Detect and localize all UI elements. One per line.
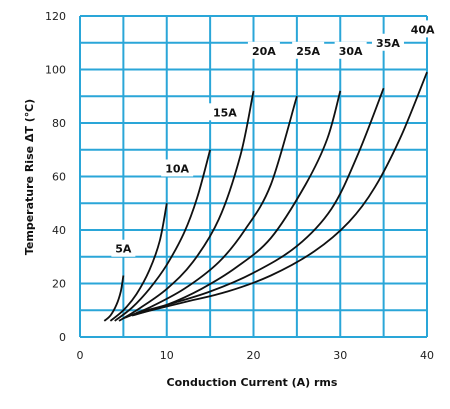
curve-35a bbox=[136, 87, 385, 314]
curve-labels: 5A 10A 15A 20A 25A 30A 35A 40A bbox=[111, 20, 439, 257]
curve-label-background bbox=[292, 41, 325, 59]
curve-label-40a: 40A bbox=[411, 23, 435, 36]
curve-label-background bbox=[111, 239, 136, 257]
y-tick-label: 80 bbox=[52, 117, 66, 130]
y-tick-label: 0 bbox=[59, 331, 66, 344]
y-tick-label: 100 bbox=[45, 64, 66, 77]
curve-40a bbox=[140, 71, 428, 314]
curve-label-25a: 25A bbox=[296, 45, 320, 58]
curve-label-20a: 20A bbox=[252, 45, 276, 58]
curve-25a bbox=[123, 96, 298, 320]
curve-10a bbox=[109, 203, 168, 322]
x-tick-label: 40 bbox=[420, 349, 434, 362]
curve-15a bbox=[114, 149, 211, 322]
x-tick-label: 0 bbox=[77, 349, 84, 362]
y-axis-ticks: 0 20 40 60 80 100 120 bbox=[45, 10, 66, 344]
x-axis-ticks: 0 10 20 30 40 bbox=[77, 349, 435, 362]
x-axis-label: Conduction Current (A) rms bbox=[167, 376, 338, 389]
y-tick-label: 60 bbox=[52, 171, 66, 184]
curve-label-background bbox=[208, 103, 241, 121]
curve-label-background bbox=[334, 41, 367, 59]
curve-20a bbox=[118, 90, 255, 322]
curve-5a bbox=[103, 275, 125, 322]
x-tick-label: 20 bbox=[247, 349, 261, 362]
y-axis-label: Temperature Rise ΔT (℃) bbox=[23, 99, 36, 255]
curve-label-background bbox=[406, 20, 439, 38]
y-tick-label: 40 bbox=[52, 224, 66, 237]
curve-label-background bbox=[371, 33, 404, 51]
curve-label-30a: 30A bbox=[339, 45, 363, 58]
y-tick-label: 20 bbox=[52, 278, 66, 291]
curve-label-5a: 5A bbox=[115, 243, 132, 256]
curve-label-background bbox=[247, 41, 280, 59]
x-tick-label: 10 bbox=[160, 349, 174, 362]
curve-label-15a: 15A bbox=[213, 106, 237, 119]
curve-label-35a: 35A bbox=[376, 37, 400, 50]
grid bbox=[79, 15, 428, 338]
x-tick-label: 30 bbox=[333, 349, 347, 362]
curve-label-10a: 10A bbox=[165, 162, 189, 175]
curve-label-background bbox=[161, 159, 194, 177]
y-tick-label: 120 bbox=[45, 10, 66, 23]
curves bbox=[103, 71, 428, 322]
